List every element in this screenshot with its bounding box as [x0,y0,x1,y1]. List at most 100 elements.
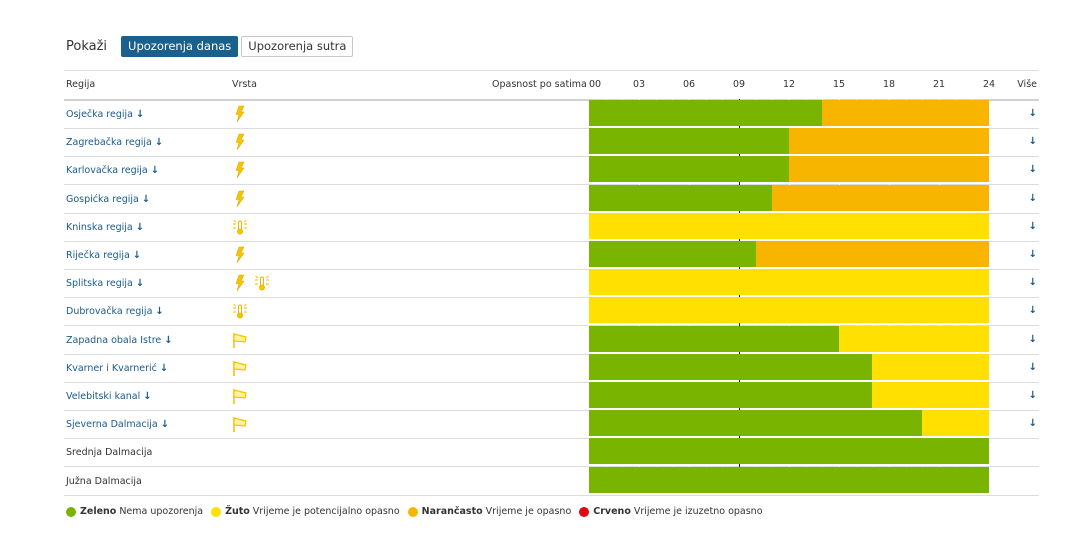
table-row: Osječka regija ↓ ↓ [64,100,1039,129]
region-name[interactable]: Kvarner i Kvarnerić ↓ [66,363,168,374]
arrow-down-icon[interactable]: ↓ [150,165,160,177]
region-name-text: Kvarner i Kvarnerić [66,362,157,374]
tomorrow-warnings-button[interactable]: Upozorenja sutra [241,35,354,57]
warning-type-icons [232,218,248,236]
hazard-segment-green [589,353,873,380]
hazard-segment-green [589,128,789,155]
table-row: Karlovačka regija ↓ ↓ [64,156,1039,186]
table-row: Srednja Dalmacija [64,438,1039,468]
wind-icon [232,415,248,433]
region-name-text: Karlovačka regija [66,165,148,177]
table-row: Dubrovačka regija ↓ ↓ [64,297,1039,327]
table-row: Splitska regija ↓ ↓ [64,269,1039,299]
hazard-column-header: Opasnost po satima [492,79,587,90]
more-arrow-icon[interactable]: ↓ [1028,305,1037,317]
high-temperature-icon [254,274,270,292]
more-arrow-icon[interactable]: ↓ [1028,333,1037,345]
hazard-segment-green [589,241,756,267]
hazard-segment-green [589,438,989,465]
hazard-timeline [589,297,989,324]
region-name[interactable]: Riječka regija ↓ [66,250,141,261]
region-name[interactable]: Dubrovačka regija ↓ [66,306,164,317]
more-arrow-icon[interactable]: ↓ [1028,164,1037,176]
more-arrow-icon[interactable]: ↓ [1028,192,1037,204]
region-name[interactable]: Zagrebačka regija ↓ [66,137,163,148]
arrow-down-icon[interactable]: ↓ [159,362,169,374]
hazard-segment-yellow [589,297,989,324]
warning-type-icons [232,274,270,292]
region-name-text: Gospićka regija [66,193,139,205]
more-arrow-icon[interactable]: ↓ [1028,277,1037,289]
lightning-icon [232,190,248,208]
region-name-text: Riječka regija [66,250,130,261]
more-arrow-icon[interactable]: ↓ [1028,418,1037,430]
hour-label: 21 [933,79,946,90]
lightning-icon [232,161,248,179]
table-header: Regija Vrsta Opasnost po satima 00 03 06 09… [64,70,1039,101]
arrow-down-icon[interactable]: ↓ [135,278,145,290]
arrow-down-icon[interactable]: ↓ [155,306,164,318]
region-name: Srednja Dalmacija [66,447,152,458]
hour-label: 00 [589,79,602,90]
high-temperature-icon [232,302,248,320]
high-temperature-icon [232,218,248,236]
arrow-down-icon[interactable]: ↓ [141,193,151,205]
hazard-segment-green [589,410,923,437]
region-name[interactable]: Kninska regija ↓ [66,222,144,233]
more-arrow-icon[interactable]: ↓ [1028,361,1037,373]
region-name[interactable]: Osječka regija ↓ [66,109,144,120]
legend-dot [407,506,418,517]
arrow-down-icon[interactable]: ↓ [143,391,152,402]
hazard-segment-green [589,156,789,183]
region-name[interactable]: Zapadna obala Istre ↓ [66,335,173,346]
legend-dot [579,506,590,517]
arrow-down-icon[interactable]: ↓ [164,334,173,346]
hazard-segment-orange [789,156,989,183]
region-name[interactable]: Karlovačka regija ↓ [66,165,159,176]
arrow-down-icon[interactable]: ↓ [154,137,164,149]
legend-item-green: Zeleno Nema upozorenja [66,506,203,517]
arrow-down-icon[interactable]: ↓ [132,250,142,261]
legend-description: Vrijeme je potencijalno opasno [252,506,400,517]
warning-type-icons [232,302,248,320]
region-name[interactable]: Splitska regija ↓ [66,278,144,289]
today-warnings-button[interactable]: Upozorenja danas [121,35,239,57]
region-name-text: Sjeverna Dalmacija [66,419,158,431]
show-label: Pokaži [66,38,108,54]
hazard-segment-yellow [589,212,989,239]
region-name-text: Dubrovačka regija [66,306,153,318]
hazard-timeline [589,128,989,155]
hazard-segment-yellow [872,353,989,380]
more-arrow-icon[interactable]: ↓ [1028,390,1037,401]
warning-type-icons [232,161,248,179]
region-name-text: Srednja Dalmacija [66,447,153,459]
arrow-down-icon[interactable]: ↓ [135,109,145,120]
region-name[interactable]: Sjeverna Dalmacija ↓ [66,419,169,430]
arrow-down-icon[interactable]: ↓ [135,221,145,233]
hazard-segment-green [589,382,873,408]
region-name[interactable]: Gospićka regija ↓ [66,194,150,205]
lightning-icon [232,274,248,292]
hazard-segment-orange [772,184,989,211]
region-name-text: Splitska regija [66,278,133,290]
hazard-segment-orange [755,241,989,267]
legend-name: Zeleno [80,506,117,517]
hour-label: 12 [783,79,796,90]
more-arrow-icon[interactable]: ↓ [1028,108,1037,119]
more-arrow-icon[interactable]: ↓ [1028,220,1037,232]
lightning-icon [232,105,248,123]
region-name-text: Osječka regija [66,109,133,120]
legend-name: Crveno [593,506,631,517]
table-row: Kvarner i Kvarnerić ↓ ↓ [64,354,1039,383]
region-name[interactable]: Velebitski kanal ↓ [66,391,152,402]
hazard-timeline [589,241,989,267]
table-row: Sjeverna Dalmacija ↓ ↓ [64,410,1039,440]
arrow-down-icon[interactable]: ↓ [160,419,170,431]
type-column-header: Vrsta [232,79,257,90]
more-arrow-icon[interactable]: ↓ [1028,249,1037,260]
legend-dot [211,506,222,517]
hazard-timeline [589,325,989,352]
hazard-timeline [589,269,989,296]
hour-label: 03 [633,79,646,90]
more-arrow-icon[interactable]: ↓ [1028,136,1037,148]
